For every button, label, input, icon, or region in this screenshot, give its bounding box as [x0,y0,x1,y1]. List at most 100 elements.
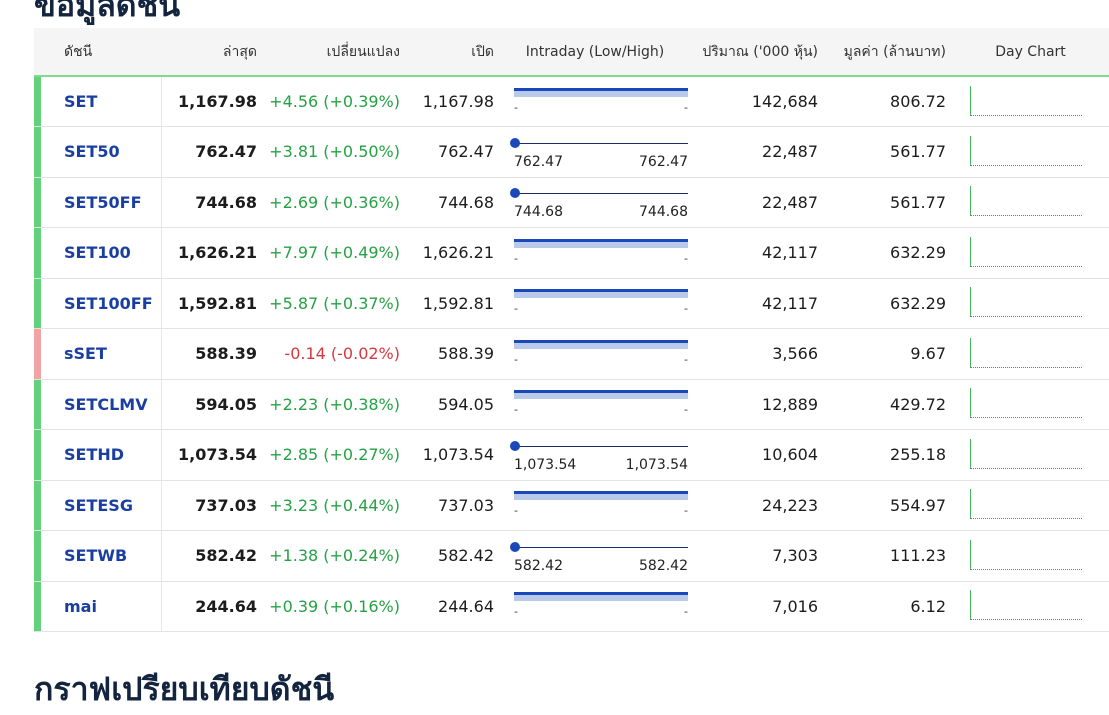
day-chart[interactable] [970,287,1082,319]
index-link[interactable]: sSET [64,344,107,364]
table-row[interactable]: sSET 588.39 -0.14 (-0.02%) 588.39- -3,566 9.6… [34,328,1109,380]
intraday-dot [510,541,520,552]
table-row[interactable]: SETESG 737.03 +3.23 (+0.44%) 737.03- -24,223… [34,480,1109,531]
intraday-cell: -- [500,228,690,279]
intraday-range: -- [514,233,688,273]
trend-indicator-bar [34,127,41,177]
open-price: 1,073.54 [422,445,494,465]
day-chart-baseline [970,518,1082,520]
day-chart-baseline [970,417,1082,419]
day-chart[interactable] [970,186,1082,218]
index-table: ดัชนี ล่าสุด เปลี่ยนแปลง เปิด Intraday (… [34,28,1109,632]
table-header: ดัชนี ล่าสุด เปลี่ยนแปลง เปิด Intraday (… [34,28,1109,77]
day-chart-axis [970,287,971,318]
trade-value: 255.18 [890,445,946,465]
day-chart[interactable] [970,85,1082,118]
day-chart-baseline [970,366,1082,368]
intraday-range: 582.42 582.42 [510,536,688,576]
index-link[interactable]: SET50 [64,142,120,162]
index-name-cell: sSET [34,328,162,379]
intraday-line [514,142,688,144]
day-chart[interactable] [970,135,1082,168]
last-price: 1,167.98 [178,92,257,111]
day-chart-cell [952,177,1109,228]
intraday-high: - [684,302,688,316]
table-row[interactable]: SETWB 582.42 +1.38 (+0.24%) 582.42 582.42 582… [34,530,1109,581]
day-chart-cell [952,430,1109,481]
column-header-day-chart: Day Chart [952,28,1109,77]
day-chart[interactable] [970,438,1082,471]
column-header-intraday[interactable]: Intraday (Low/High) [500,28,690,77]
index-link[interactable]: SET50FF [64,192,142,212]
column-header-change[interactable]: เปลี่ยนแปลง [263,28,406,77]
trade-value: 561.77 [890,192,946,212]
intraday-fill [514,241,688,248]
intraday-fill [514,342,688,349]
day-chart-cell [952,379,1109,430]
table-row[interactable]: SET 1,167.98 +4.56 (+0.39%) 1,167.98- -142,6… [34,76,1109,127]
index-link[interactable]: SETHD [64,445,125,465]
column-header-open[interactable]: เปิด [406,28,500,77]
index-table-container: ดัชนี ล่าสุด เปลี่ยนแปลง เปิด Intraday (… [34,28,1109,632]
table-row[interactable]: SET50 762.47 +3.81 (+0.50%) 762.47 762.47 762… [34,126,1109,178]
intraday-high: - [684,251,688,265]
open-price: 744.68 [438,192,494,212]
intraday-high: 1,073.54 [625,456,688,473]
table-row[interactable]: mai 244.64 +0.39 (+0.16%) 244.64- -7,016 6.12 [34,581,1109,632]
intraday-track [514,491,688,495]
index-link[interactable]: SET100 [64,243,131,263]
intraday-low: - [514,605,518,619]
day-chart-cell [952,76,1109,127]
day-chart-axis [970,337,971,368]
intraday-range: 744.68 744.68 [510,182,688,222]
day-chart-baseline [970,467,1082,469]
change-value: -0.14 (-0.02%) [284,344,400,364]
trade-value: 806.72 [890,92,946,111]
day-chart-axis [970,85,971,116]
index-link[interactable]: SETWB [64,546,128,566]
volume-value: 3,566 [772,344,818,364]
table-row[interactable]: SETCLMV 594.05 +2.23 (+0.38%) 594.05- -12,88… [34,379,1109,430]
day-chart-axis [970,590,971,621]
day-chart-cell [952,329,1109,380]
index-link[interactable]: SET [64,92,98,111]
day-chart[interactable] [970,236,1082,269]
day-chart[interactable] [970,337,1082,370]
volume-value: 10,604 [762,445,818,465]
intraday-dot [510,440,520,451]
intraday-cell: 762.47 762.47 [500,127,690,178]
table-row[interactable]: SETHD 1,073.54 +2.85 (+0.27%) 1,073.54 1,073… [34,429,1109,481]
column-header-index[interactable]: ดัชนี [34,28,161,77]
column-header-volume[interactable]: ปริมาณ ('000 หุ้น) [690,28,824,77]
table-row[interactable]: SET50FF 744.68 +2.69 (+0.36%) 744.68 744.68 7… [34,177,1109,228]
table-row[interactable]: SET100FF 1,592.81 +5.87 (+0.37%) 1,592.81- -… [34,278,1109,329]
index-name-cell: SETWB [34,530,162,581]
index-link[interactable]: mai [64,596,97,616]
table-row[interactable]: SET100 1,626.21 +7.97 (+0.49%) 1,626.21- -42… [34,227,1109,279]
day-chart[interactable] [970,489,1082,521]
volume-value: 12,889 [762,394,818,414]
day-chart[interactable] [970,388,1082,420]
day-chart[interactable] [970,590,1082,622]
intraday-line [514,546,688,548]
column-header-last[interactable]: ล่าสุด [161,28,263,77]
day-chart-cell [952,278,1109,329]
open-price: 737.03 [438,495,494,515]
intraday-track [514,87,688,91]
day-chart-axis [970,539,971,570]
volume-value: 7,016 [772,596,818,616]
day-chart-axis [970,236,971,267]
index-link[interactable]: SETESG [64,495,133,515]
intraday-low: 1,073.54 [514,456,577,473]
index-link[interactable]: SET100FF [64,293,153,313]
day-chart-axis [970,135,971,166]
section-title: ข้อมูลดัชนี [34,0,181,24]
intraday-cell: -- [500,581,690,632]
trend-indicator-bar [34,228,41,278]
day-chart[interactable] [970,539,1082,572]
index-name-cell: SET [34,76,162,127]
column-header-value[interactable]: มูลค่า (ล้านบาท) [824,28,952,77]
intraday-range: -- [514,82,688,122]
index-link[interactable]: SETCLMV [64,394,148,414]
intraday-fill [514,595,688,602]
